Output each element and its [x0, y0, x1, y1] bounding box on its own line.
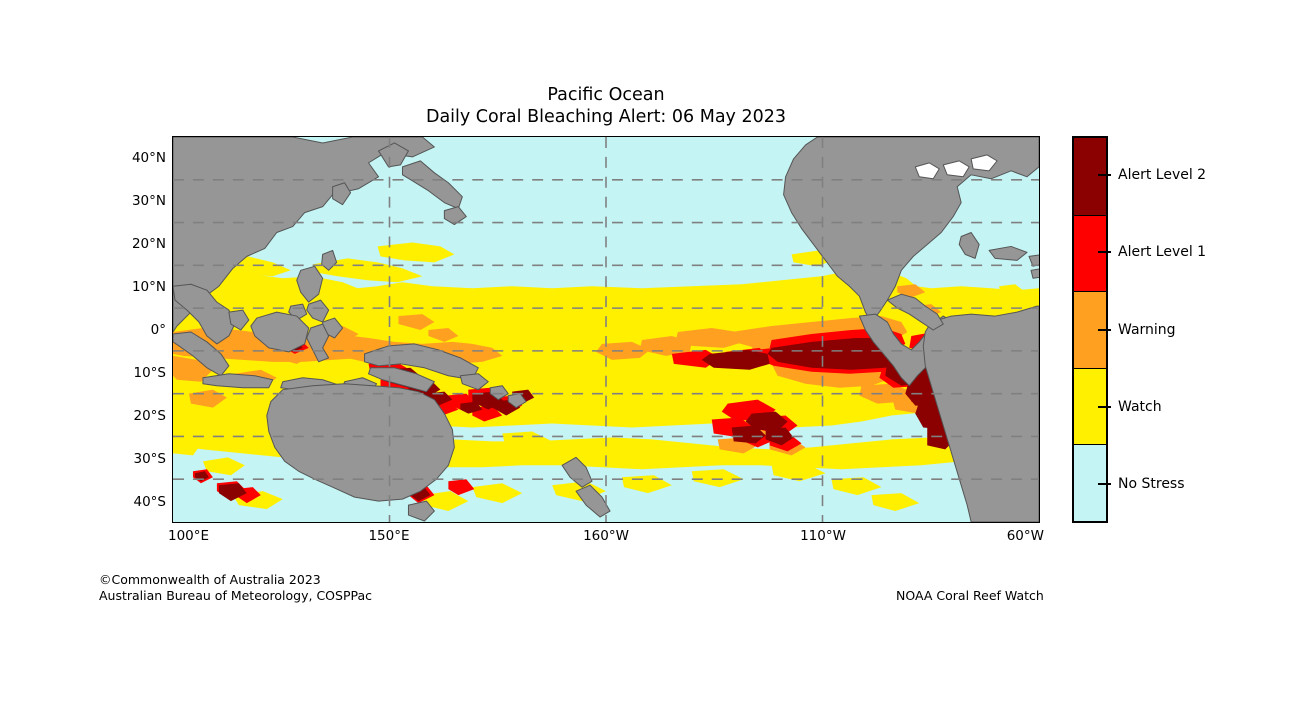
latitude-tick-label: 10°N: [131, 278, 166, 295]
latitude-tick-label: 40°S: [133, 493, 167, 510]
colorbar-tick-mark: [1098, 328, 1111, 331]
land-masses: [173, 137, 1039, 522]
longitude-tick-label: 60°W: [1006, 528, 1044, 544]
copyright-credit: ©Commonwealth of Australia 2023 Australi…: [99, 572, 372, 604]
colorbar-label-alert-level-1: Alert Level 1: [1118, 244, 1207, 261]
colorbar-labels: Alert Level 2 Alert Level 1 Warning Watch No…: [1072, 136, 1252, 523]
latitude-axis: 40°N 30°N 20°N 10°N 0° 10°S 20°S 30°S 40°S: [100, 136, 166, 523]
colorbar-tick-mark: [1098, 483, 1111, 486]
latitude-tick-label: 20°S: [133, 407, 167, 424]
latitude-tick-label: 30°N: [131, 192, 166, 209]
longitude-axis: 100°E 150°E 160°W 110°W 60°W: [168, 528, 1044, 550]
colorbar-tick-mark: [1098, 251, 1111, 254]
longitude-tick-label: 110°W: [800, 528, 846, 544]
colorbar-label-watch: Watch: [1118, 398, 1162, 415]
latitude-tick-label: 30°S: [133, 450, 167, 467]
noaa-credit: NOAA Coral Reef Watch: [896, 588, 1044, 603]
longitude-tick-label: 100°E: [168, 528, 210, 544]
latitude-tick-label: 10°S: [133, 364, 167, 381]
colorbar-tick-mark: [1098, 173, 1111, 176]
gridlines: [173, 137, 1039, 522]
title-line-alert-date: Daily Coral Bleaching Alert: 06 May 2023: [425, 107, 787, 127]
colorbar-band[interactable]: [1074, 138, 1106, 215]
pacific-alert-map: [173, 137, 1039, 522]
colorbar-label-no-stress: No Stress: [1118, 476, 1185, 493]
figure-title: Pacific Ocean Daily Coral Bleaching Aler…: [172, 84, 1040, 128]
longitude-tick-label: 160°W: [583, 528, 629, 544]
latitude-tick-label: 0°: [150, 321, 166, 338]
longitude-tick-label: 150°E: [368, 528, 410, 544]
agency-line: Australian Bureau of Meteorology, COSPPa…: [99, 588, 372, 603]
latitude-tick-label: 40°N: [131, 149, 166, 166]
latitude-tick-label: 20°N: [131, 235, 166, 252]
map-panel[interactable]: [172, 136, 1040, 523]
title-line-region: Pacific Ocean: [547, 85, 665, 105]
colorbar-label-warning: Warning: [1118, 321, 1176, 338]
copyright-line: ©Commonwealth of Australia 2023: [99, 572, 321, 587]
colorbar-label-alert-level-2: Alert Level 2: [1118, 166, 1207, 183]
colorbar-tick-mark: [1098, 405, 1111, 408]
colorbar-band[interactable]: [1074, 444, 1106, 521]
